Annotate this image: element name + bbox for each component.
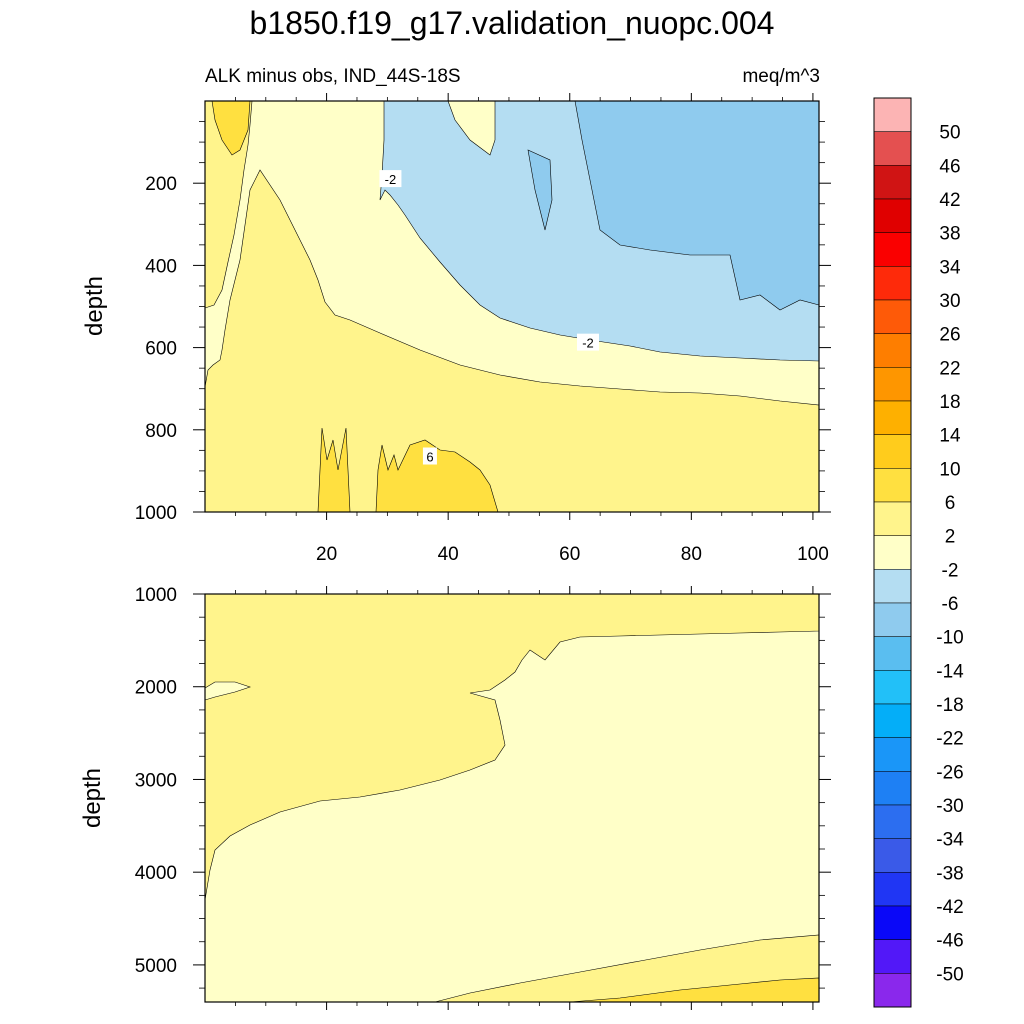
colorbar-label: 34	[939, 257, 961, 278]
colorbar-label: 42	[939, 190, 960, 211]
upper-panel: 20 40 60 80 100 200 400 600 800 1000 -2 -2 6 depth	[81, 93, 831, 565]
y-tick-label: 1000	[135, 503, 177, 524]
y-tick-label: 600	[145, 339, 177, 360]
colorbar-label: -26	[936, 762, 963, 783]
colorbar-label: 18	[939, 392, 960, 413]
colorbar-label: 30	[939, 291, 960, 312]
colorbar-swatch	[873, 198, 912, 233]
lower-panel: 1000 2000 3000 4000 5000 depth	[79, 585, 831, 1010]
colorbar-label: 22	[939, 358, 960, 379]
y-tick-label: 5000	[135, 956, 177, 977]
colorbar-swatch	[873, 872, 912, 907]
colorbar-swatch	[873, 602, 912, 637]
colorbar-label: -30	[936, 796, 963, 817]
colorbar-label: 46	[939, 156, 960, 177]
lower-ylabel: depth	[79, 768, 106, 828]
colorbar-label: 10	[939, 459, 960, 480]
colorbar-swatch	[873, 97, 912, 132]
colorbar-label: -22	[936, 729, 963, 750]
upper-region-yellow-topleft	[211, 100, 251, 156]
contour-label-box	[422, 447, 437, 465]
contour-label: 6	[426, 450, 433, 465]
chart-subtitle: ALK minus obs, IND_44S-18S	[205, 66, 461, 87]
colorbar-swatch	[873, 804, 912, 839]
lower-region-yellow	[204, 593, 820, 901]
colorbar-swatch	[873, 266, 912, 301]
x-tick-label: 100	[797, 544, 829, 565]
y-tick-label: 400	[145, 256, 177, 277]
lower-plot-frame	[204, 593, 820, 1003]
colorbar-label: 6	[945, 493, 956, 514]
upper-region-mid-blue	[574, 100, 820, 311]
y-tick-label: 1000	[135, 585, 177, 606]
colorbar-swatch	[873, 501, 912, 536]
colorbar-swatch	[873, 939, 912, 974]
colorbar-swatch	[873, 670, 912, 705]
upper-contour-labels: -2 -2 6	[379, 170, 599, 465]
upper-axes: 20 40 60 80 100 200 400 600 800 1000	[135, 93, 831, 565]
colorbar-label: 38	[939, 224, 960, 245]
colorbar-swatch	[873, 131, 912, 166]
colorbar-swatch	[873, 232, 912, 267]
colorbar-swatch	[873, 973, 912, 1008]
colorbar-label: 26	[939, 325, 960, 346]
upper-region-gold-bottom-1	[317, 427, 351, 513]
colorbar-label: -46	[936, 931, 963, 952]
x-tick-label: 40	[438, 544, 459, 565]
chart-units: meq/m^3	[742, 66, 820, 87]
contour-label-box	[576, 333, 599, 351]
lower-axes: 1000 2000 3000 4000 5000	[135, 585, 831, 1010]
contour-label: -2	[582, 336, 594, 351]
colorbar-swatch	[873, 367, 912, 402]
colorbar-swatch	[873, 468, 912, 503]
colorbar-swatch	[873, 333, 912, 368]
colorbar-label: -18	[936, 695, 963, 716]
colorbar-swatch	[873, 703, 912, 738]
contour-label: -2	[385, 172, 397, 187]
upper-region-mid-blue-2	[527, 149, 553, 231]
colorbar-label: 14	[939, 426, 961, 447]
colorbar-label: 2	[945, 527, 956, 548]
colorbar-swatch	[873, 905, 912, 940]
colorbar: 50 46 42 38 34 30 26 22 18 14 10 6 2 -2 -6 -10 -14 -18 -22…	[873, 97, 964, 1008]
colorbar-swatch	[873, 434, 912, 469]
contour-label-box	[379, 170, 402, 188]
upper-region-gold-bottom-2	[375, 439, 499, 513]
colorbar-label: -14	[936, 661, 964, 682]
colorbar-label: -2	[942, 560, 959, 581]
y-tick-label: 2000	[135, 678, 177, 699]
y-tick-label: 3000	[135, 770, 177, 791]
chart-title: b1850.f19_g17.validation_nuopc.004	[250, 5, 775, 41]
colorbar-label: -10	[936, 628, 963, 649]
colorbar-label: -6	[942, 594, 959, 615]
y-tick-label: 200	[145, 174, 177, 195]
x-tick-label: 20	[316, 544, 337, 565]
colorbar-swatch	[873, 636, 912, 671]
colorbar-label: -38	[936, 863, 963, 884]
colorbar-label: -50	[936, 964, 963, 985]
colorbar-swatch	[873, 737, 912, 772]
colorbar-swatch	[873, 535, 912, 570]
x-tick-label: 60	[559, 544, 580, 565]
y-tick-label: 800	[145, 421, 177, 442]
colorbar-label: -34	[936, 830, 964, 851]
colorbar-label: 50	[939, 123, 960, 144]
upper-ylabel: depth	[81, 276, 108, 336]
colorbar-swatch	[873, 569, 912, 604]
colorbar-swatch	[873, 299, 912, 334]
x-tick-label: 80	[681, 544, 702, 565]
colorbar-frame	[873, 97, 912, 1008]
lower-region-cream-left	[204, 681, 251, 701]
colorbar-swatch	[873, 400, 912, 435]
colorbar-label: -42	[936, 897, 963, 918]
colorbar-swatch	[873, 771, 912, 806]
y-tick-label: 4000	[135, 863, 177, 884]
colorbar-swatch	[873, 165, 912, 200]
colorbar-swatch	[873, 838, 912, 873]
